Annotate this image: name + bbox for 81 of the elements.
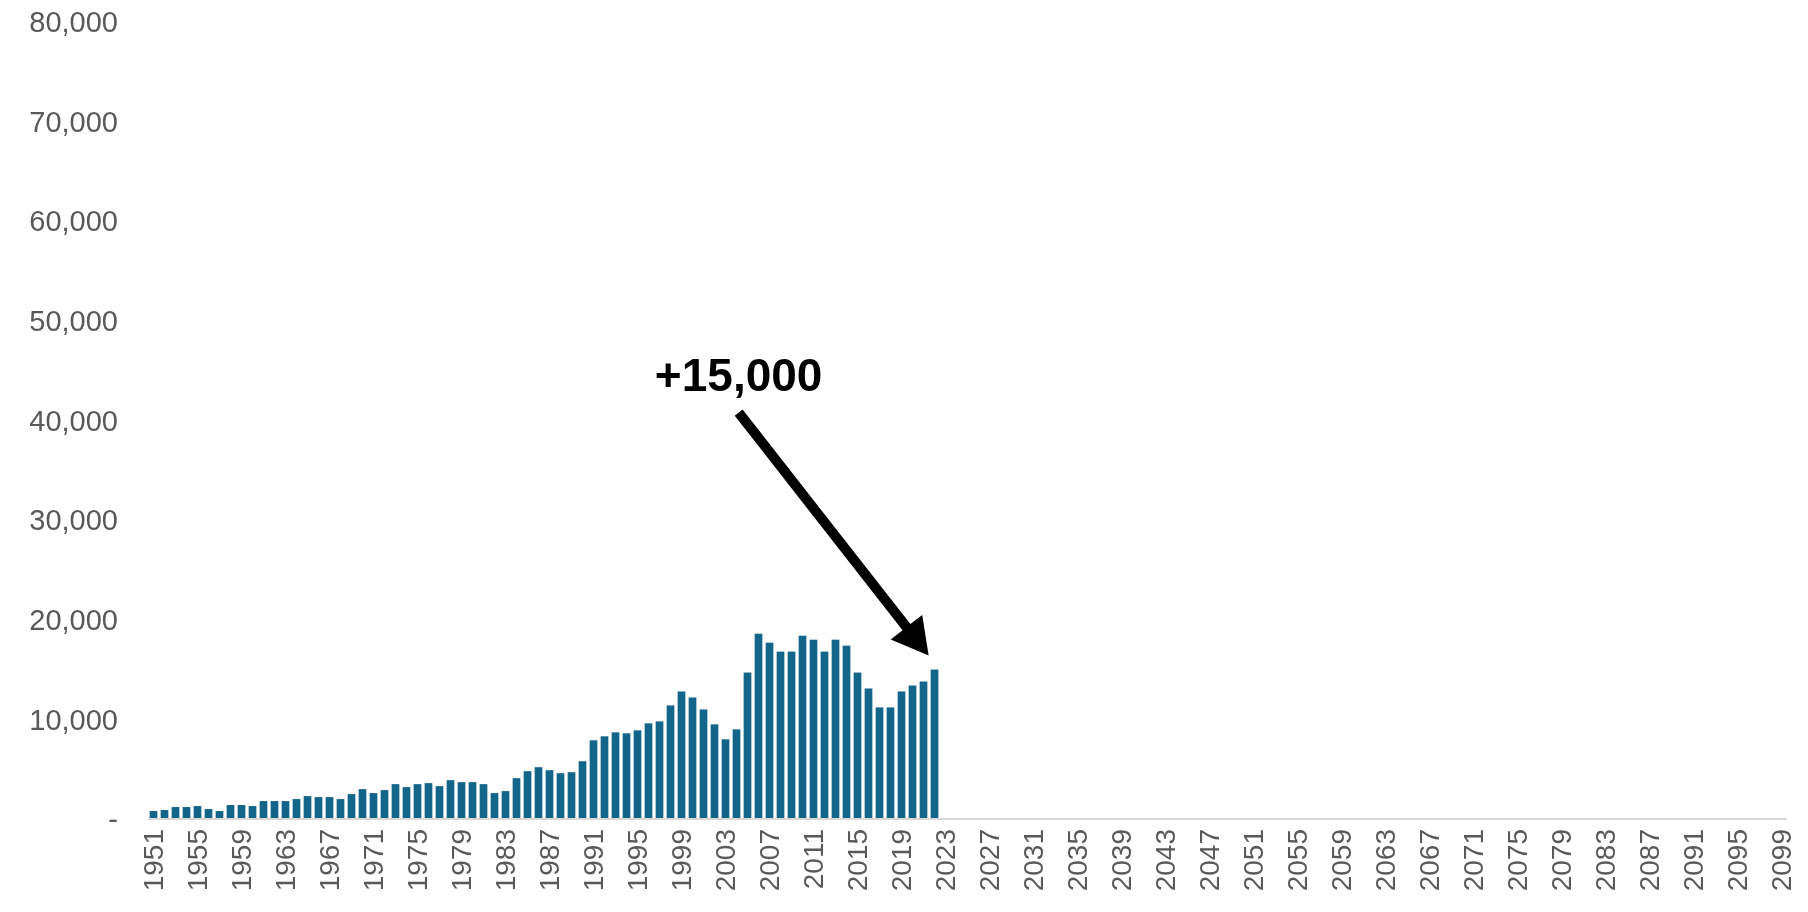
bar [798, 635, 807, 819]
x-tick-label: 1971 [358, 829, 390, 892]
bar [809, 639, 818, 819]
bar [908, 685, 917, 819]
bar [721, 739, 730, 819]
bar [589, 740, 598, 819]
x-tick-label: 2055 [1282, 829, 1314, 892]
bar [831, 639, 840, 819]
bar [765, 642, 774, 819]
bar [688, 697, 697, 819]
bar [699, 709, 708, 819]
x-tick-label: 2099 [1766, 829, 1798, 892]
bar [611, 732, 620, 819]
x-tick-label: 2043 [1150, 829, 1182, 892]
x-tick-label: 1959 [226, 829, 258, 892]
x-tick-label: 1955 [182, 829, 214, 892]
bar [820, 651, 829, 819]
bar [776, 651, 785, 819]
bar [787, 651, 796, 819]
x-tick-label: 1967 [314, 829, 346, 892]
x-tick-label: 2091 [1678, 829, 1710, 892]
x-tick-label: 2035 [1062, 829, 1094, 892]
bar [842, 645, 851, 819]
bar [622, 733, 631, 819]
annotation: +15,000 [654, 348, 823, 401]
x-tick-label: 2031 [1018, 829, 1050, 892]
x-tick-label: 2095 [1722, 829, 1754, 892]
x-tick-label: 2067 [1414, 829, 1446, 892]
x-tick-label: 2059 [1326, 829, 1358, 892]
x-tick-label: 2011 [798, 829, 830, 890]
x-tick-label: 2051 [1238, 829, 1270, 892]
x-tick-label: 1979 [446, 829, 478, 892]
x-tick-label: 2071 [1458, 829, 1490, 892]
bar [600, 736, 609, 819]
x-tick-label: 1987 [534, 829, 566, 892]
x-tick-label: 2015 [842, 829, 874, 892]
x-tick-label: 2003 [710, 829, 742, 892]
y-tick-label: 30,000 [29, 504, 118, 537]
bar [710, 724, 719, 819]
y-tick-label: 60,000 [29, 205, 118, 238]
x-tick-label: 1975 [402, 829, 434, 892]
bar [853, 672, 862, 819]
y-tick-label: 70,000 [29, 105, 118, 138]
x-tick-label: 1963 [270, 829, 302, 892]
bar [633, 730, 642, 819]
y-tick-label: 50,000 [29, 305, 118, 338]
y-tick-label: 10,000 [29, 703, 118, 736]
y-tick-label: 20,000 [29, 603, 118, 636]
x-tick-label: 2075 [1502, 829, 1534, 892]
x-tick-label: 2087 [1634, 829, 1666, 892]
x-tick-label: 2083 [1590, 829, 1622, 892]
x-tick-label: 1999 [666, 829, 698, 892]
x-tick-label: 2023 [930, 829, 962, 892]
y-tick-label: - [108, 803, 118, 836]
bar [897, 691, 906, 819]
x-tick-label: 2079 [1546, 829, 1578, 892]
x-tick-label: 1991 [578, 829, 610, 892]
bar [886, 707, 895, 819]
bar [754, 633, 763, 819]
bar [743, 672, 752, 819]
bar [919, 681, 928, 819]
x-tick-label: 1951 [138, 829, 170, 892]
bar [578, 761, 587, 819]
x-tick-label: 2047 [1194, 829, 1226, 892]
bar [930, 669, 939, 819]
x-tick-label: 2007 [754, 829, 786, 892]
x-tick-label: 1995 [622, 829, 654, 892]
bar [677, 691, 686, 819]
x-tick-label: 2039 [1106, 829, 1138, 892]
y-tick-label: 80,000 [29, 6, 118, 39]
bar [655, 721, 664, 819]
x-tick-label: 1983 [490, 829, 522, 892]
bar [666, 705, 675, 819]
y-tick-label: 40,000 [29, 404, 118, 437]
bar [732, 729, 741, 819]
x-tick-label: 2027 [974, 829, 1006, 892]
bar [875, 707, 884, 819]
bar [644, 723, 653, 819]
bar [864, 688, 873, 819]
x-tick-label: 2019 [886, 829, 918, 892]
x-tick-label: 2063 [1370, 829, 1402, 892]
